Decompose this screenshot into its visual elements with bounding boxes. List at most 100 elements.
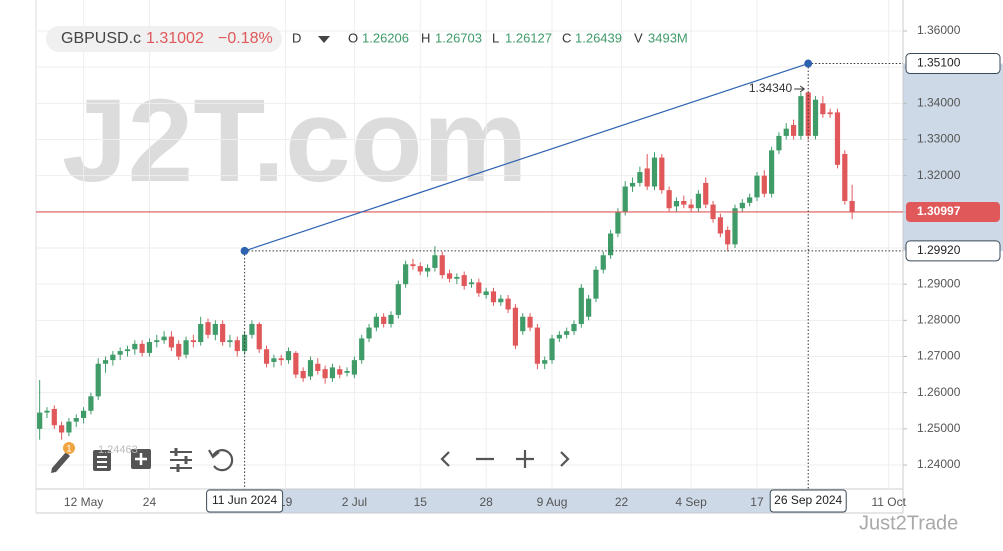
price-box-label: 1.29920 (917, 243, 961, 257)
scroll-left[interactable] (440, 451, 450, 467)
candle-body (512, 307, 519, 346)
candle-body (132, 343, 138, 350)
candle-body (527, 316, 533, 328)
candle-body (285, 351, 292, 361)
candle-body (593, 269, 599, 299)
candle-body (139, 343, 145, 353)
timeframe-dropdown[interactable] (318, 36, 330, 43)
price-box-label: 1.35100 (917, 56, 961, 70)
candle-body (834, 112, 841, 165)
date-box-label: 11 Jun 2024 (212, 493, 277, 507)
last-price: 1.31002 (146, 30, 204, 47)
candle-body (556, 334, 562, 339)
x-tick-label: 24 (143, 495, 157, 509)
candle-body (395, 284, 401, 315)
trendline-point (240, 246, 249, 255)
candle-body (446, 273, 453, 279)
candle-body (432, 255, 438, 268)
candle-body (468, 282, 475, 285)
candle-body (732, 208, 738, 245)
y-tick-label: 1.29000 (917, 276, 961, 290)
list-icon[interactable] (93, 450, 111, 471)
candle-body (783, 128, 789, 136)
candle-body (271, 358, 277, 362)
candle-body (212, 323, 218, 335)
badge: 1 (66, 443, 71, 453)
change: −0.18% (218, 30, 273, 47)
x-tick-label: 11 Oct (871, 495, 906, 509)
date-box-label: 26 Sep 2024 (774, 493, 842, 507)
trendline (244, 62, 809, 252)
date-box (769, 489, 847, 513)
candle-body (747, 197, 753, 203)
candle-body (329, 367, 336, 379)
x-tick-label: 28 (479, 495, 493, 509)
settings-icon[interactable] (170, 448, 192, 472)
candle-body (805, 92, 811, 136)
zoom-in[interactable] (516, 450, 534, 468)
candle-body (542, 360, 548, 364)
timeframe[interactable]: D (292, 30, 301, 45)
candle-body (161, 336, 167, 341)
candle-body (227, 340, 233, 343)
ohlc-value: 3493M (648, 30, 688, 45)
candle-body (454, 276, 460, 279)
x-tick-label: 9 Aug (537, 495, 568, 509)
symbol-pill (46, 26, 282, 52)
candle-body (293, 352, 299, 375)
candle-body (198, 323, 204, 343)
candle-body (695, 193, 702, 209)
high-label: 1.34340 (749, 81, 793, 95)
candle-body (820, 103, 826, 115)
candle-body (366, 327, 372, 339)
watermark: J2T.com (62, 75, 528, 207)
candle-body (117, 351, 123, 355)
candle-body (44, 410, 50, 413)
candle-body (549, 338, 555, 361)
candle-body (388, 314, 394, 324)
ohlc-value: 1.26206 (362, 30, 409, 45)
candle-body (688, 204, 694, 209)
candle-body (183, 340, 189, 355)
candle-body (205, 322, 211, 335)
candle-body (154, 340, 160, 343)
candle-body (703, 182, 709, 205)
candle-body (315, 363, 321, 371)
candle-body (790, 125, 797, 136)
candle-body (263, 349, 270, 364)
candle-body (359, 338, 365, 361)
candle-body (739, 202, 745, 209)
candle-body (644, 168, 650, 187)
candle-body (168, 336, 175, 348)
candle-body (66, 421, 72, 433)
ohlc-key: L (492, 30, 499, 45)
toolbar (51, 442, 570, 473)
ohlc-key: O (348, 30, 358, 45)
candle-body (88, 396, 94, 411)
ohlc-value: 1.26127 (505, 30, 552, 45)
candle-body (600, 255, 606, 270)
candle-body (586, 298, 592, 317)
ohlc-key: V (634, 30, 643, 45)
candle-body (344, 370, 350, 373)
cursor-label: 1.24463 (98, 444, 138, 456)
candle-body (490, 291, 497, 303)
trendline-point (804, 59, 813, 68)
candle-body (417, 266, 423, 272)
candle-body (673, 200, 680, 207)
ohlc-key: H (421, 30, 430, 45)
scroll-right[interactable] (560, 451, 570, 467)
candle-body (754, 175, 760, 198)
candle-body (439, 255, 445, 276)
pencil-icon[interactable] (51, 452, 70, 473)
candle-body (534, 327, 540, 364)
candle-body (278, 358, 284, 361)
candle-body (95, 363, 101, 397)
reset-icon[interactable] (211, 449, 234, 472)
candle-body (622, 186, 628, 212)
candle-body (776, 135, 782, 151)
candle-body (717, 217, 723, 234)
candle-body (849, 200, 855, 212)
y-tick-label: 1.28000 (917, 313, 961, 327)
